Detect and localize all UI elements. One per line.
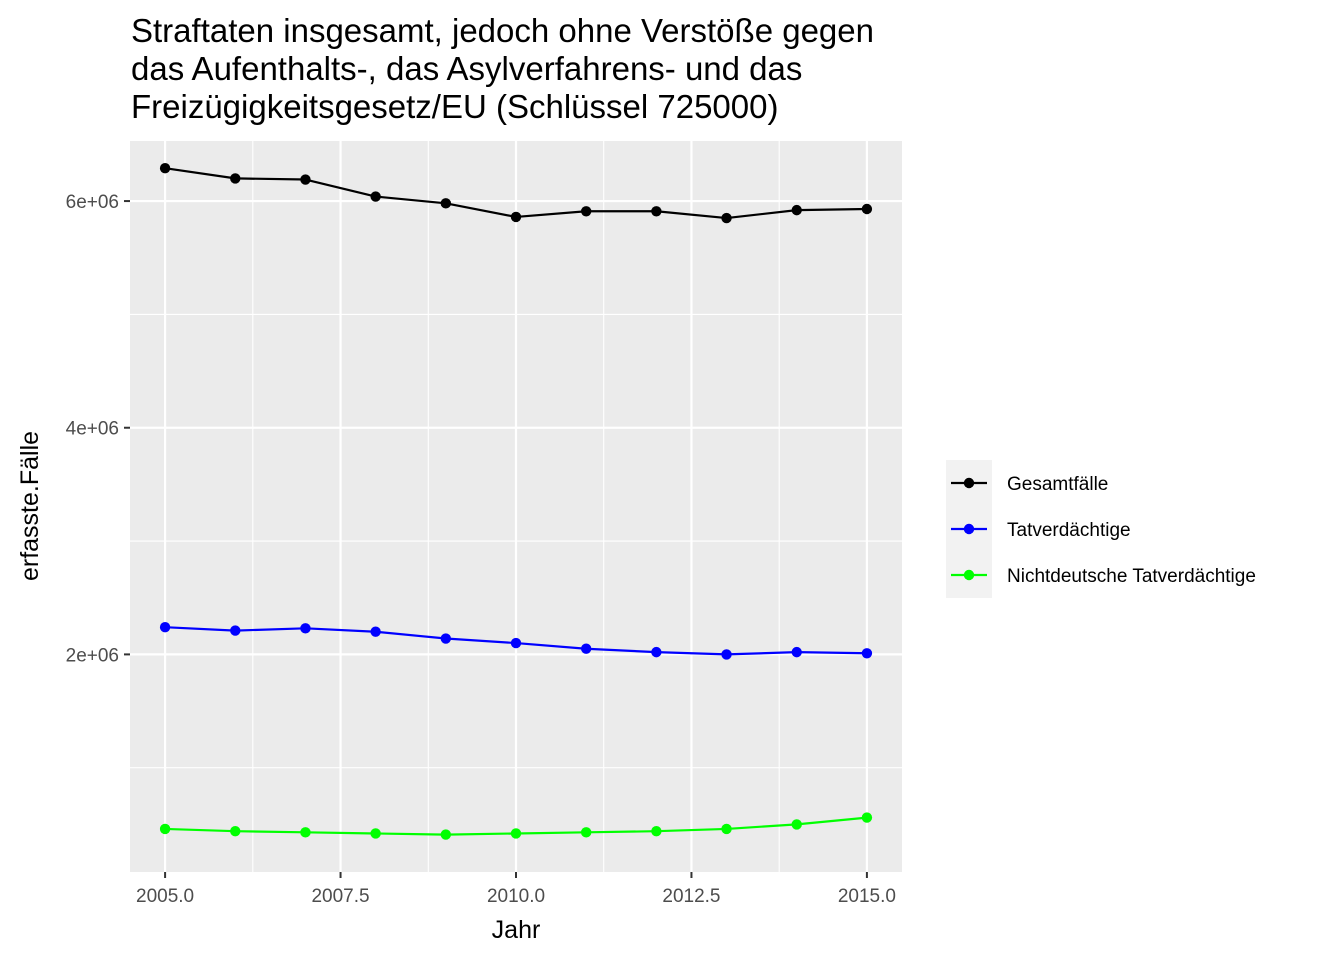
data-point-2-1 (230, 826, 241, 837)
data-point-2-3 (370, 828, 381, 839)
data-point-0-10 (861, 203, 873, 215)
data-point-0-0 (159, 163, 171, 174)
legend-key-point-0 (963, 477, 975, 489)
series-layer (159, 163, 873, 840)
data-point-2-6 (580, 827, 592, 838)
data-point-1-10 (861, 648, 873, 659)
data-point-0-9 (791, 204, 802, 216)
legend-key-point-1 (963, 523, 975, 535)
axes-layer: 2005.0 2007.5 2010.0 2012.5 2015.0 2e+06 4e+06… (66, 192, 896, 907)
data-point-1-9 (791, 646, 802, 658)
data-point-2-0 (159, 823, 171, 835)
data-point-1-7 (651, 646, 662, 658)
data-point-1-0 (159, 622, 171, 633)
data-point-1-1 (230, 625, 241, 636)
data-point-0-6 (580, 206, 592, 217)
data-point-0-7 (651, 206, 662, 217)
legend-label-2: Nichtdeutsche Tatverdächtige (1007, 566, 1256, 587)
data-point-1-4 (440, 633, 452, 644)
data-point-2-9 (791, 819, 802, 830)
data-point-0-3 (370, 191, 381, 202)
data-point-2-10 (861, 812, 873, 823)
y-tick-label-1: 4e+06 (66, 419, 119, 440)
x-tick-label-0: 2005.0 (136, 886, 194, 907)
data-point-2-5 (510, 828, 522, 839)
data-point-1-8 (721, 649, 732, 660)
data-point-1-5 (510, 637, 522, 649)
data-point-2-7 (651, 826, 662, 837)
y-axis-title: erfasste.Fälle (16, 431, 44, 581)
data-point-0-1 (230, 173, 241, 184)
title-line-2: das Aufenthalts-, das Asylverfahrens- un… (131, 50, 802, 87)
y-tick-label-0: 2e+06 (66, 645, 119, 666)
x-axis-title: Jahr (492, 916, 541, 944)
data-point-0-2 (300, 174, 311, 185)
data-point-1-3 (370, 626, 381, 637)
x-tick-label-3: 2012.5 (662, 886, 720, 907)
grid-major (130, 141, 902, 872)
x-tick-label-2: 2010.0 (487, 886, 545, 907)
data-point-1-6 (580, 643, 592, 654)
y-tick-label-2: 6e+06 (66, 192, 119, 213)
data-point-2-4 (440, 829, 452, 840)
chart-title: Straftaten insgesamt, jedoch ohne Verstö… (131, 12, 874, 125)
x-tick-label-1: 2007.5 (311, 886, 369, 907)
legend-label-0: Gesamtfälle (1007, 474, 1108, 495)
data-point-2-8 (721, 823, 732, 835)
data-point-0-8 (721, 212, 732, 224)
title-line-3: Freizügigkeitsgesetz/EU (Schlüssel 72500… (131, 88, 778, 125)
legend-label-1: Tatverdächtige (1007, 520, 1131, 541)
title-line-1: Straftaten insgesamt, jedoch ohne Verstö… (131, 12, 874, 49)
data-point-0-4 (440, 198, 452, 209)
legend: Gesamtfälle Tatverdächtige Nichtdeutsche T… (946, 460, 1256, 598)
x-tick-label-4: 2015.0 (838, 886, 896, 907)
legend-key-point-2 (963, 569, 975, 581)
data-point-0-5 (510, 211, 522, 223)
data-point-1-2 (300, 623, 311, 634)
data-point-2-2 (300, 827, 311, 838)
